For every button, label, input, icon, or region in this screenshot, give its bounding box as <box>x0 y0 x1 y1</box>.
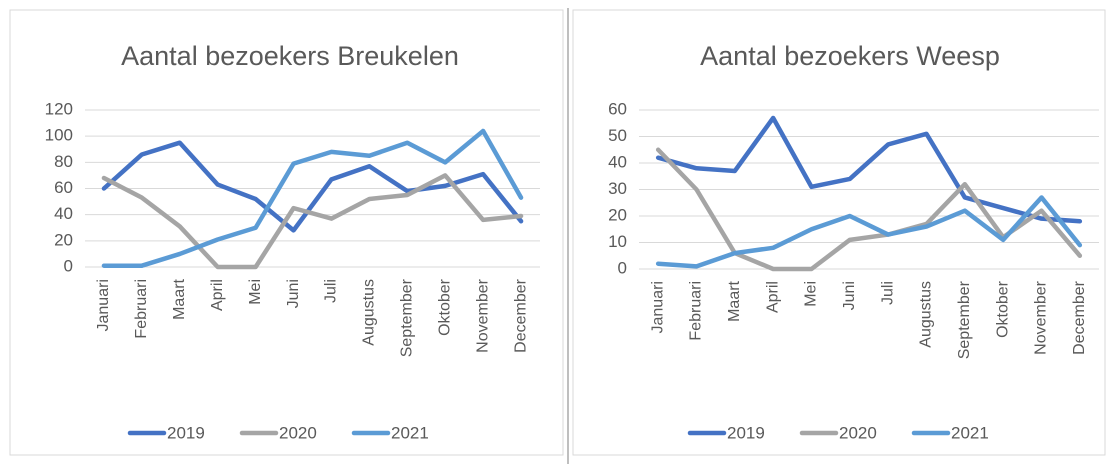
x-tick-label: Februari <box>133 279 150 339</box>
series-line <box>655 195 1083 269</box>
y-tick-label: 120 <box>45 99 73 118</box>
series-line <box>101 173 524 270</box>
x-tick-label: Maart <box>726 280 743 321</box>
legend-label: 2020 <box>839 423 877 442</box>
x-tick-label: Februari <box>688 281 705 341</box>
x-tick-label: April <box>209 279 226 311</box>
x-tick-label: Augustus <box>918 281 935 348</box>
x-tick-label: Juni <box>841 281 858 310</box>
y-tick-label: 30 <box>608 179 627 198</box>
panel <box>572 9 1106 456</box>
y-tick-label: 40 <box>608 152 627 171</box>
x-tick-label: November <box>1033 280 1050 354</box>
x-tick-label: September <box>956 280 973 359</box>
x-tick-label: November <box>474 278 491 352</box>
chart-title: Aantal bezoekers Weesp <box>700 41 1000 71</box>
y-tick-label: 20 <box>54 230 73 249</box>
series-line <box>101 128 524 268</box>
y-tick-label: 100 <box>45 126 73 145</box>
chart-title: Aantal bezoekers Breukelen <box>121 41 459 71</box>
y-tick-label: 40 <box>54 204 73 223</box>
x-tick-label: Mei <box>803 281 820 307</box>
y-tick-label: 10 <box>608 232 627 251</box>
x-tick-label: Maart <box>171 278 188 319</box>
y-tick-label: 80 <box>54 152 73 171</box>
x-tick-label: Juli <box>879 281 896 305</box>
x-tick-label: April <box>764 281 781 313</box>
y-tick-label: 60 <box>608 99 627 118</box>
series-line <box>655 115 1083 224</box>
y-tick-label: 60 <box>54 178 73 197</box>
legend-label: 2019 <box>167 423 205 442</box>
x-tick-label: December <box>512 278 529 352</box>
x-tick-label: Augustus <box>361 279 378 346</box>
x-tick-label: Januari <box>95 279 112 331</box>
panel <box>9 9 564 456</box>
x-tick-label: Juli <box>323 279 340 303</box>
x-tick-label: Januari <box>649 281 666 333</box>
x-tick-label: Oktober <box>994 280 1011 338</box>
x-tick-label: Juni <box>285 279 302 308</box>
x-tick-label: September <box>399 278 416 357</box>
legend-label: 2021 <box>951 423 989 442</box>
legend-label: 2020 <box>279 423 317 442</box>
x-tick-label: Mei <box>247 279 264 305</box>
legend-label: 2019 <box>727 423 765 442</box>
y-tick-label: 0 <box>64 256 73 275</box>
x-tick-label: December <box>1071 280 1088 354</box>
y-tick-label: 0 <box>618 258 627 277</box>
x-tick-label: Oktober <box>436 278 453 336</box>
y-tick-label: 20 <box>608 205 627 224</box>
y-tick-label: 50 <box>608 126 627 145</box>
legend-label: 2021 <box>391 423 429 442</box>
